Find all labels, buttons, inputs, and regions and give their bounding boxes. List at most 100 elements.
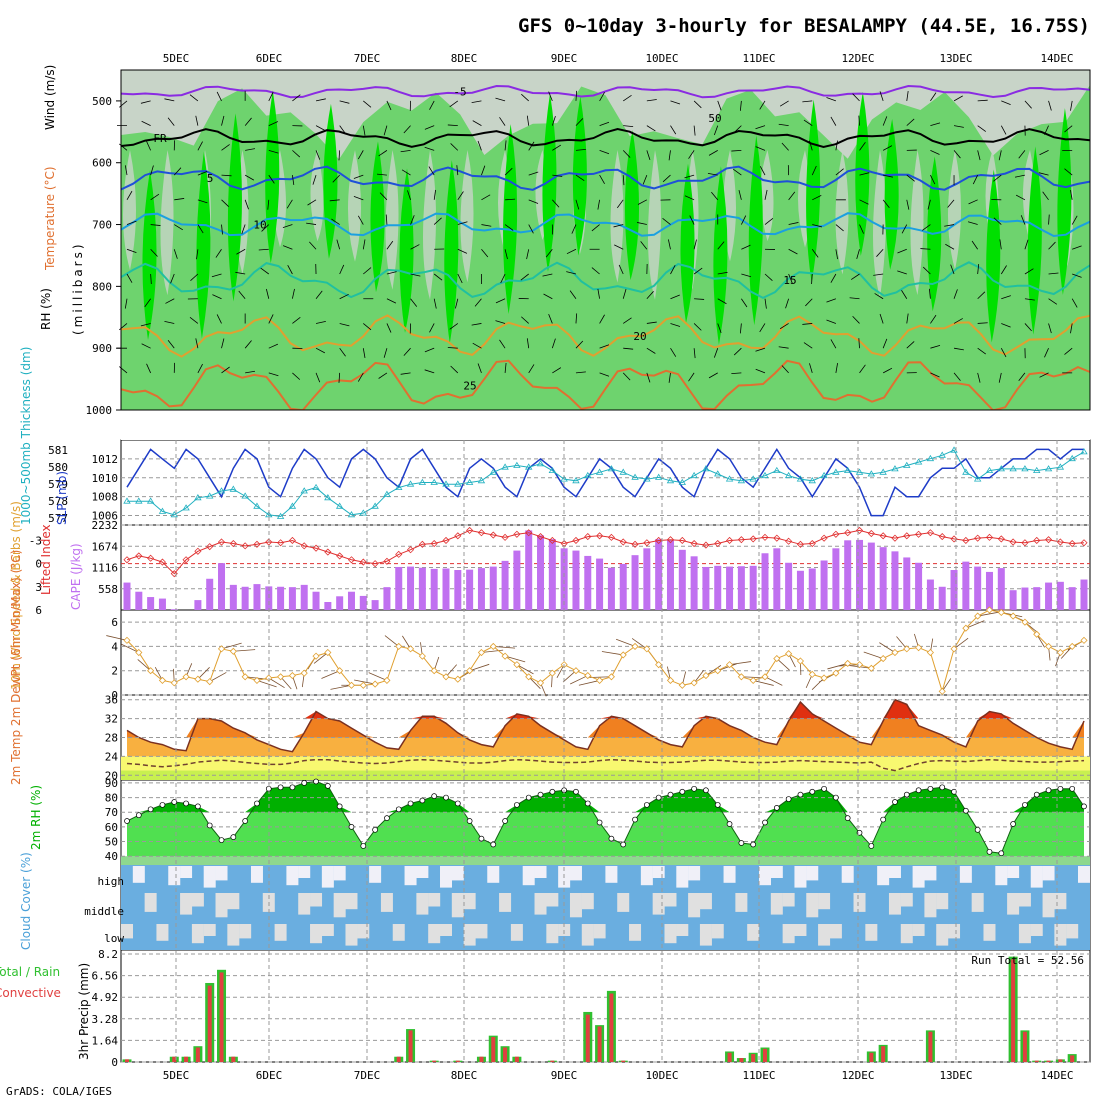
wind-point-54 [761, 673, 769, 681]
rh-point-72 [974, 826, 981, 833]
li-point-65 [891, 534, 899, 542]
cape-bar-25 [418, 567, 426, 610]
cape-bar-75 [1009, 590, 1017, 610]
thickness-point-27 [442, 480, 450, 487]
cape-bar-70 [950, 570, 958, 610]
wind-point-30 [477, 648, 486, 657]
rh-point-19 [348, 824, 355, 830]
cloud-cell-0-81 [1078, 866, 1090, 883]
wind-point-15 [300, 669, 308, 677]
cloud-cell-0-78 [1042, 866, 1055, 881]
thickness-point-2 [146, 497, 155, 504]
li-point-1 [135, 552, 143, 560]
day-label-top-4: 9DEC [551, 52, 578, 65]
day-label-bottom-1: 6DEC [256, 1069, 283, 1082]
thickness-point-33 [513, 461, 521, 468]
wind-speed-line [126, 609, 1085, 694]
li-point-76 [1021, 539, 1029, 547]
wind-point-45 [655, 661, 663, 669]
cloud-cell-0-64 [877, 866, 890, 886]
cape-bar-71 [962, 561, 970, 610]
rh-point-7 [206, 822, 213, 829]
cape-bar-14 [288, 587, 296, 610]
li-point-41 [607, 533, 615, 541]
cloud-cell-1-79 [1054, 893, 1067, 910]
li-point-34 [525, 529, 533, 537]
rh-point-68 [927, 785, 934, 792]
rh-point-15 [301, 780, 308, 786]
cloud-cell-0-11 [250, 866, 263, 883]
cloud-cell-1-65 [888, 893, 901, 915]
li-point-40 [596, 532, 604, 540]
wind-point-20 [359, 681, 367, 689]
thickness-point-48 [690, 471, 698, 479]
li-point-35 [536, 533, 545, 541]
precip-conv-30 [479, 1056, 484, 1062]
cape-bar-31 [489, 566, 497, 610]
precip-conv-75 [1011, 959, 1016, 1062]
cape-bar-55 [773, 548, 781, 610]
cape-bar-68 [926, 579, 934, 610]
thickness-point-31 [489, 468, 497, 475]
cloud-cell-0-68 [924, 866, 937, 881]
li-point-74 [997, 535, 1005, 543]
wind-ytick-3: 0 [111, 689, 118, 702]
wind-point-39 [584, 672, 592, 680]
precip-conv-24 [408, 1030, 413, 1062]
cape-bar-27 [442, 568, 450, 610]
cloud-cell-0-18 [333, 866, 346, 881]
wind-point-47 [678, 681, 686, 689]
temp-ytick-4: 20 [105, 769, 118, 782]
cloud-cell-1-62 [853, 893, 866, 912]
thickness-point-12 [265, 511, 273, 518]
li-point-24 [406, 546, 415, 554]
cape-bar-45 [655, 539, 663, 610]
cape-bar-66 [903, 557, 911, 610]
rh-point-53 [750, 841, 757, 848]
thickness-point-51 [725, 475, 734, 482]
wind-point-79 [1056, 648, 1064, 657]
wind-point-49 [702, 672, 710, 680]
cape-bar-74 [997, 568, 1005, 610]
li-point-53 [749, 535, 757, 543]
li-ytick-0: -3 [29, 534, 42, 547]
li-point-70 [950, 535, 958, 543]
cape-bar-4 [170, 609, 178, 610]
rh-point-65 [892, 799, 898, 805]
cloud-cell-0-65 [888, 866, 901, 878]
wind-point-24 [406, 645, 415, 653]
li-point-32 [501, 533, 509, 541]
precip-conv-40 [597, 1026, 602, 1062]
rh-point-56 [785, 796, 792, 802]
precip-conv-9 [231, 1056, 236, 1062]
cloud-cell-0-8 [215, 866, 228, 881]
li-point-9 [229, 539, 237, 548]
wind-point-19 [347, 681, 356, 689]
thick-ytick-2: 579 [48, 478, 68, 491]
thickness-point-55 [773, 466, 781, 473]
cape-bar-38 [572, 550, 580, 610]
li-point-46 [666, 536, 675, 544]
li-ytick-2: 3 [35, 581, 42, 594]
thickness-point-40 [595, 468, 604, 475]
rh-point-22 [384, 815, 390, 821]
rh-floor [121, 856, 1090, 865]
contour-label-6: 25 [463, 379, 476, 392]
li-point-63 [867, 529, 875, 538]
thickness-point-56 [784, 471, 793, 479]
wind-point-7 [206, 678, 214, 686]
thickness-point-5 [182, 504, 190, 511]
wind-point-41 [607, 673, 615, 681]
wind-point-40 [596, 676, 604, 684]
wind-point-8 [217, 645, 226, 653]
cape-bar-10 [241, 586, 249, 610]
cape-bar-51 [726, 566, 734, 610]
wind-barbs [106, 609, 1085, 697]
cape-bar-18 [336, 596, 344, 610]
cloud-cell-2-59 [818, 924, 831, 946]
li-label: Lifted Index [39, 524, 53, 595]
cloud-cell-2-57 [794, 924, 807, 936]
rh-ytick-3: 60 [105, 821, 118, 834]
wind-point-14 [288, 672, 296, 680]
thickness-point-26 [430, 478, 438, 485]
